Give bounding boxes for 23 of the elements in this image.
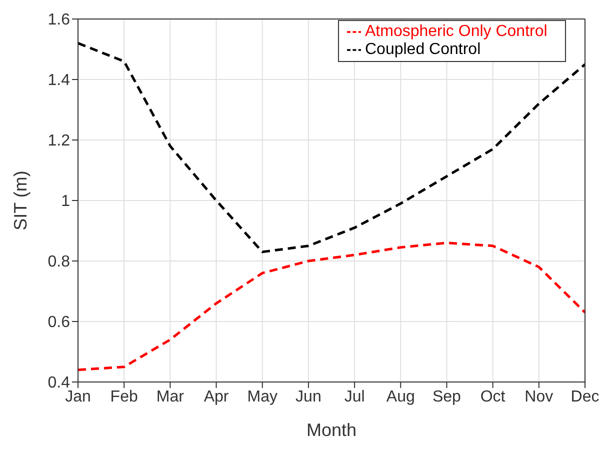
line-series — [76, 42, 586, 254]
y-tick-label: 0.8 — [48, 254, 70, 271]
y-tick-label: 1.4 — [48, 72, 70, 90]
y-tick-label: 1.2 — [48, 132, 70, 150]
y-tick-label: 1 — [61, 193, 70, 210]
x-tick-label: Jun — [296, 388, 322, 406]
y-tick-label: 1.6 — [48, 12, 70, 29]
line-series — [76, 242, 586, 372]
x-tick-label: Sep — [432, 388, 462, 406]
x-tick-label: Oct — [480, 388, 506, 406]
x-tick-label: Apr — [204, 388, 230, 406]
legend-label: Atmospheric Only Control — [365, 23, 548, 40]
x-tick-label: Mar — [156, 388, 185, 406]
y-axis-title: SIT (m) — [10, 170, 30, 230]
legend-label: Coupled Control — [365, 41, 481, 58]
x-tick-label: Feb — [110, 388, 138, 406]
x-tick-label: Nov — [524, 388, 554, 406]
x-tick-label: Aug — [386, 388, 415, 406]
x-tick-label: Dec — [570, 388, 600, 406]
y-tick-label: 0.6 — [48, 314, 70, 332]
x-axis-title: Month — [306, 420, 357, 440]
x-tick-label: Jul — [344, 388, 365, 406]
x-tick-label: May — [247, 388, 278, 406]
